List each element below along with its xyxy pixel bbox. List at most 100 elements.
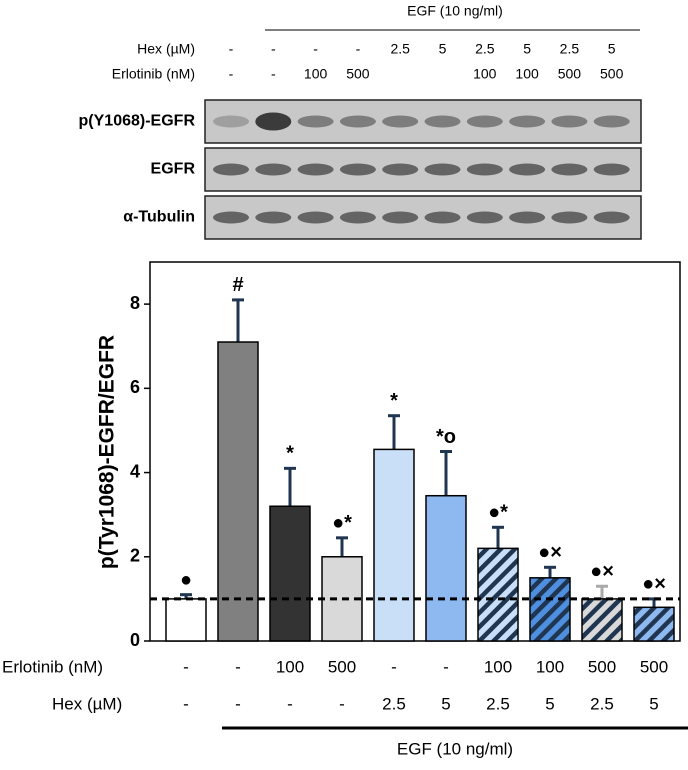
condition-value: - — [235, 657, 241, 676]
blot-band — [382, 211, 419, 224]
plot-frame — [149, 261, 681, 642]
bar — [165, 598, 207, 642]
blot-band — [424, 163, 461, 176]
blot-band — [466, 211, 503, 224]
bar-annotation: # — [232, 274, 243, 296]
blot-band — [297, 115, 334, 128]
group-label: EGF (10 ng/ml) — [397, 739, 513, 758]
bar-annotation: * — [390, 390, 398, 412]
condition-value: 2.5 — [486, 694, 510, 713]
blot-band — [339, 211, 376, 224]
blot-cell: 5 — [523, 41, 531, 57]
blot-band — [382, 115, 419, 128]
condition-value: 5 — [545, 694, 554, 713]
condition-value: 100 — [276, 657, 304, 676]
condition-value: 2.5 — [382, 694, 406, 713]
y-tick-label: 4 — [130, 461, 140, 481]
blot-band — [424, 211, 461, 224]
blot-cell: - — [271, 66, 276, 82]
blot-cell: 100 — [473, 66, 497, 82]
condition-value: - — [339, 694, 345, 713]
blot-band — [466, 115, 503, 128]
blot-band — [297, 211, 334, 224]
bar-annotation: ●× — [642, 573, 666, 595]
condition-value: 100 — [536, 657, 564, 676]
blot-band — [213, 211, 249, 224]
blot-band — [551, 211, 588, 224]
blot-band — [593, 163, 630, 176]
blot-band-label: α-Tubulin — [123, 209, 195, 226]
blot-cell: - — [271, 41, 276, 57]
blot-band — [509, 163, 546, 176]
blot-cell: - — [229, 41, 234, 57]
condition-value: 5 — [441, 694, 450, 713]
blot-cell: 2.5 — [390, 41, 410, 57]
bar — [217, 341, 259, 642]
condition-value: 5 — [649, 694, 658, 713]
blot-cell: 500 — [558, 66, 582, 82]
blot-band — [593, 211, 630, 224]
blot-band — [213, 163, 249, 176]
blot-band — [551, 163, 588, 176]
condition-value: - — [183, 657, 189, 676]
bar — [373, 448, 415, 642]
condition-value: - — [443, 657, 449, 676]
bar — [477, 547, 519, 642]
condition-value: 500 — [328, 657, 356, 676]
bar-annotation: *o — [436, 426, 456, 448]
condition-value: - — [183, 694, 189, 713]
condition-value: - — [235, 694, 241, 713]
blot-cell: 500 — [346, 66, 370, 82]
blot-band-label: EGFR — [151, 161, 196, 178]
bar-annotation: ●* — [332, 512, 352, 534]
condition-value: 500 — [588, 657, 616, 676]
y-tick-label: 2 — [130, 546, 140, 566]
bar — [529, 577, 571, 642]
blot-band — [339, 163, 376, 176]
bar — [425, 494, 467, 642]
y-tick-label: 8 — [130, 293, 140, 313]
bar — [633, 606, 675, 642]
blot-cell: 2.5 — [475, 41, 495, 57]
blot-band-label: p(Y1068)-EGFR — [79, 113, 196, 130]
blot-header: EGF (10 ng/ml) — [407, 3, 503, 19]
blot-band — [424, 115, 461, 128]
bar-annotation: ●* — [488, 502, 508, 524]
condition-value: 500 — [640, 657, 668, 676]
bar-annotation: * — [286, 443, 294, 465]
blot-band — [466, 163, 503, 176]
blot-band — [509, 115, 546, 128]
blot-band — [297, 163, 334, 176]
y-tick-label: 0 — [130, 630, 140, 650]
blot-cell: - — [313, 41, 318, 57]
blot-band — [382, 163, 419, 176]
blot-band — [339, 115, 376, 128]
condition-value: - — [391, 657, 397, 676]
blot-cell: 500 — [600, 66, 624, 82]
condition-label: Hex (µM) — [52, 694, 122, 713]
y-axis-title: p(Tyr1068)-EGFR/EGFR — [96, 335, 119, 569]
blot-cell: 100 — [515, 66, 539, 82]
bar — [581, 598, 623, 642]
blot-band — [509, 211, 546, 224]
condition-value: - — [287, 694, 293, 713]
bar-annotation: ●× — [590, 561, 614, 583]
blot-cell: 100 — [304, 66, 328, 82]
blot-cell: 5 — [439, 41, 447, 57]
blot-band — [255, 211, 292, 224]
blot-cell: - — [356, 41, 361, 57]
blot-cell: 2.5 — [560, 41, 580, 57]
bar — [269, 505, 311, 642]
bar-annotation: ●× — [538, 542, 562, 564]
blot-band — [593, 115, 630, 128]
bar-annotation: ● — [180, 569, 192, 591]
blot-row-label: Erlotinib (nM) — [112, 66, 195, 82]
blot-cell: 5 — [608, 41, 616, 57]
blot-row-label: Hex (µM) — [137, 41, 195, 57]
condition-label: Erlotinib (nM) — [2, 657, 103, 676]
blot-cell: - — [229, 66, 234, 82]
blot-band — [255, 163, 292, 176]
blot-band — [213, 115, 249, 128]
blot-band — [551, 115, 588, 128]
